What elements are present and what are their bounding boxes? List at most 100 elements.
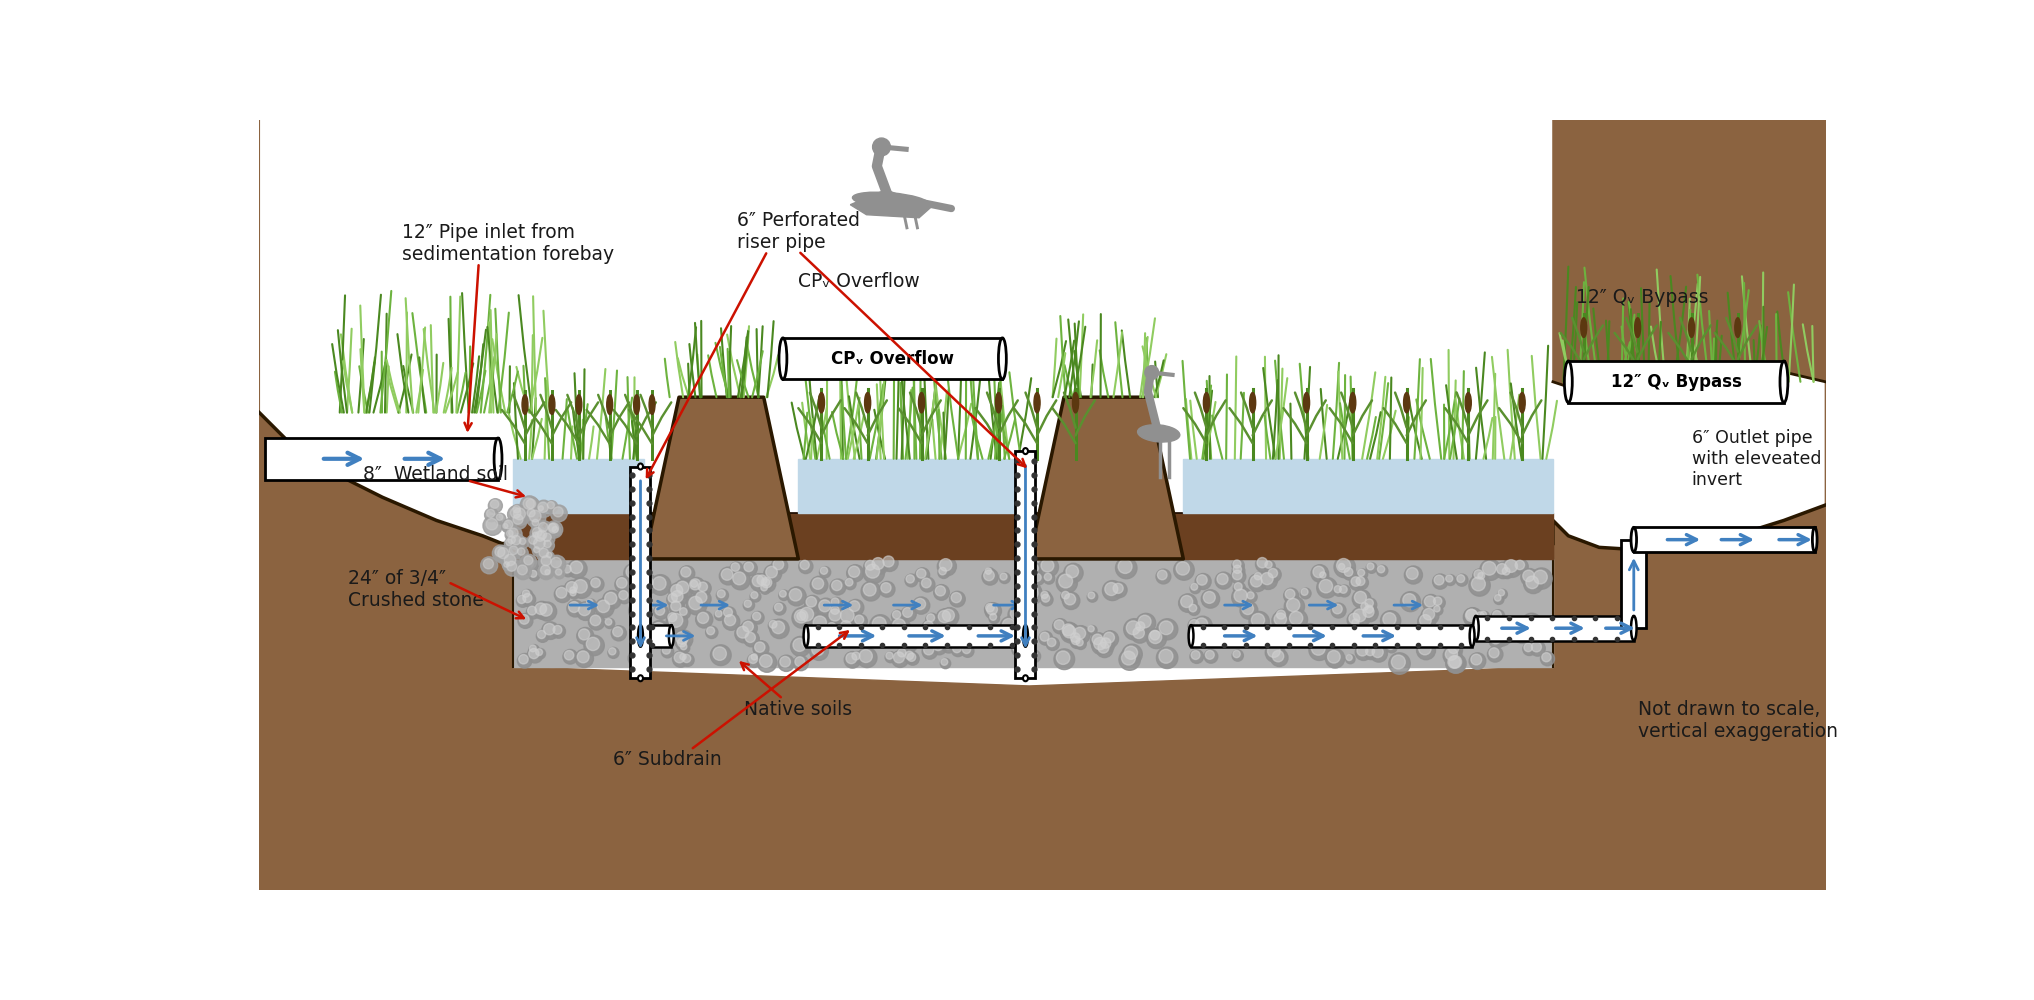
- Circle shape: [1017, 568, 1031, 581]
- Circle shape: [586, 599, 594, 606]
- Circle shape: [1119, 559, 1133, 573]
- Circle shape: [915, 568, 930, 582]
- Bar: [1568, 361, 1784, 403]
- Circle shape: [533, 529, 549, 546]
- Circle shape: [1448, 636, 1458, 645]
- Circle shape: [531, 532, 541, 541]
- Circle shape: [775, 603, 783, 611]
- Bar: [641, 625, 671, 647]
- Circle shape: [1515, 628, 1530, 643]
- Bar: [783, 338, 1003, 379]
- Circle shape: [685, 594, 708, 615]
- Circle shape: [633, 595, 645, 609]
- Circle shape: [1367, 563, 1373, 570]
- Circle shape: [551, 557, 561, 568]
- Circle shape: [1100, 638, 1111, 648]
- Circle shape: [1434, 606, 1440, 612]
- Circle shape: [1302, 588, 1308, 595]
- Circle shape: [720, 567, 736, 585]
- Circle shape: [797, 612, 805, 620]
- Circle shape: [844, 578, 856, 590]
- Circle shape: [482, 516, 502, 535]
- Circle shape: [793, 656, 807, 671]
- Circle shape: [799, 560, 810, 570]
- Circle shape: [838, 619, 856, 636]
- Ellipse shape: [576, 395, 582, 414]
- Circle shape: [938, 610, 950, 623]
- Circle shape: [1074, 627, 1086, 639]
- Ellipse shape: [1023, 448, 1027, 454]
- Circle shape: [1483, 561, 1497, 575]
- Circle shape: [864, 560, 875, 570]
- Circle shape: [671, 584, 683, 596]
- Circle shape: [1157, 570, 1168, 580]
- Circle shape: [535, 529, 551, 544]
- Circle shape: [1513, 559, 1528, 574]
- Circle shape: [820, 600, 830, 612]
- Circle shape: [1149, 630, 1159, 640]
- Circle shape: [897, 648, 909, 661]
- Circle shape: [895, 624, 903, 633]
- Circle shape: [1147, 629, 1165, 649]
- Circle shape: [547, 522, 559, 536]
- Circle shape: [860, 650, 873, 663]
- Bar: [266, 438, 498, 480]
- Circle shape: [1043, 573, 1052, 581]
- Circle shape: [901, 606, 915, 622]
- Circle shape: [1283, 588, 1298, 603]
- Circle shape: [653, 605, 669, 619]
- Circle shape: [893, 619, 905, 632]
- Circle shape: [1357, 569, 1367, 580]
- Circle shape: [779, 590, 789, 601]
- Circle shape: [1039, 557, 1058, 577]
- Circle shape: [1123, 644, 1143, 664]
- Circle shape: [675, 637, 690, 651]
- Circle shape: [1363, 606, 1375, 617]
- Circle shape: [673, 651, 690, 667]
- Circle shape: [506, 539, 513, 546]
- Circle shape: [940, 559, 952, 571]
- Circle shape: [954, 636, 970, 653]
- Circle shape: [551, 505, 567, 522]
- Circle shape: [488, 499, 502, 513]
- Circle shape: [751, 654, 761, 663]
- Circle shape: [1125, 646, 1137, 659]
- Circle shape: [1334, 556, 1355, 578]
- Circle shape: [856, 648, 877, 668]
- Circle shape: [1247, 592, 1255, 599]
- Circle shape: [974, 632, 991, 648]
- Circle shape: [1064, 594, 1076, 605]
- Circle shape: [533, 537, 545, 549]
- Circle shape: [667, 592, 681, 607]
- Circle shape: [753, 575, 763, 587]
- Circle shape: [504, 530, 517, 540]
- Circle shape: [1233, 587, 1253, 607]
- Circle shape: [1479, 572, 1485, 579]
- Circle shape: [1245, 627, 1257, 641]
- Circle shape: [527, 508, 545, 527]
- Circle shape: [1481, 611, 1489, 621]
- Ellipse shape: [1249, 393, 1255, 413]
- Circle shape: [588, 614, 604, 630]
- Circle shape: [852, 652, 860, 660]
- Circle shape: [1361, 603, 1369, 610]
- Circle shape: [1334, 585, 1344, 596]
- Circle shape: [917, 569, 925, 578]
- Circle shape: [1495, 595, 1501, 601]
- Circle shape: [907, 652, 919, 665]
- Circle shape: [1088, 592, 1094, 599]
- Circle shape: [1092, 634, 1102, 645]
- Circle shape: [1515, 629, 1526, 639]
- Circle shape: [989, 613, 999, 624]
- Circle shape: [590, 615, 600, 626]
- Ellipse shape: [1072, 393, 1078, 413]
- Circle shape: [543, 539, 555, 552]
- Circle shape: [722, 613, 740, 630]
- Circle shape: [517, 653, 533, 668]
- Circle shape: [897, 649, 905, 657]
- Ellipse shape: [1631, 616, 1637, 641]
- Circle shape: [1137, 613, 1155, 633]
- Circle shape: [779, 656, 791, 667]
- Circle shape: [724, 615, 736, 626]
- Circle shape: [533, 527, 541, 537]
